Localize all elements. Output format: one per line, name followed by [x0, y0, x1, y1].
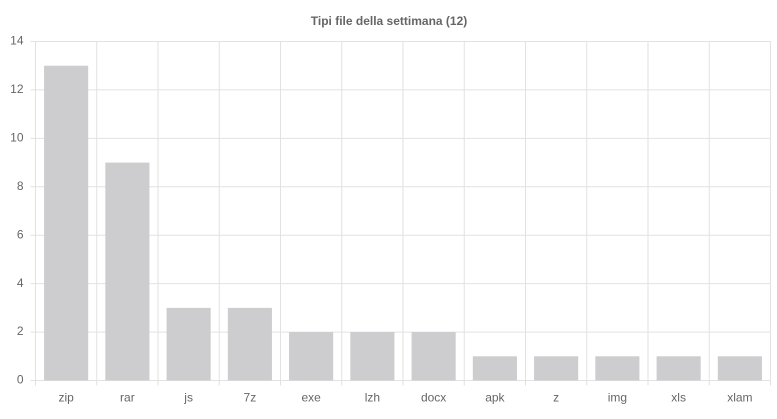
bar	[717, 356, 762, 381]
bar	[411, 332, 456, 381]
bar	[44, 65, 89, 381]
x-tick-label: xlam	[727, 391, 752, 405]
y-tick-label: 10	[10, 131, 24, 145]
y-tick-label: 14	[10, 34, 24, 48]
y-tick-label: 2	[17, 324, 24, 338]
chart-title: Tipi file della settimana (12)	[311, 14, 468, 28]
x-tick-label: apk	[485, 391, 505, 405]
bar	[534, 356, 579, 381]
bar	[472, 356, 517, 381]
y-tick-label: 0	[17, 373, 24, 387]
x-tick-label: zip	[58, 391, 74, 405]
y-tick-label: 8	[17, 179, 24, 193]
bar	[350, 332, 395, 381]
x-tick-label: lzh	[365, 391, 380, 405]
x-tick-label: img	[608, 391, 627, 405]
bar	[656, 356, 701, 381]
x-tick-label: xls	[671, 391, 686, 405]
x-tick-label: js	[183, 391, 193, 405]
bar	[595, 356, 640, 381]
bar	[166, 307, 211, 381]
y-tick-label: 4	[17, 276, 24, 290]
bar	[105, 162, 150, 381]
x-tick-label: exe	[301, 391, 321, 405]
x-tick-label: rar	[120, 391, 135, 405]
y-tick-label: 6	[17, 227, 24, 241]
x-tick-label: docx	[421, 391, 446, 405]
x-tick-label: 7z	[244, 391, 257, 405]
y-tick-label: 12	[10, 82, 24, 96]
bar	[289, 332, 334, 381]
bar	[227, 307, 272, 381]
x-tick-label: z	[553, 391, 559, 405]
